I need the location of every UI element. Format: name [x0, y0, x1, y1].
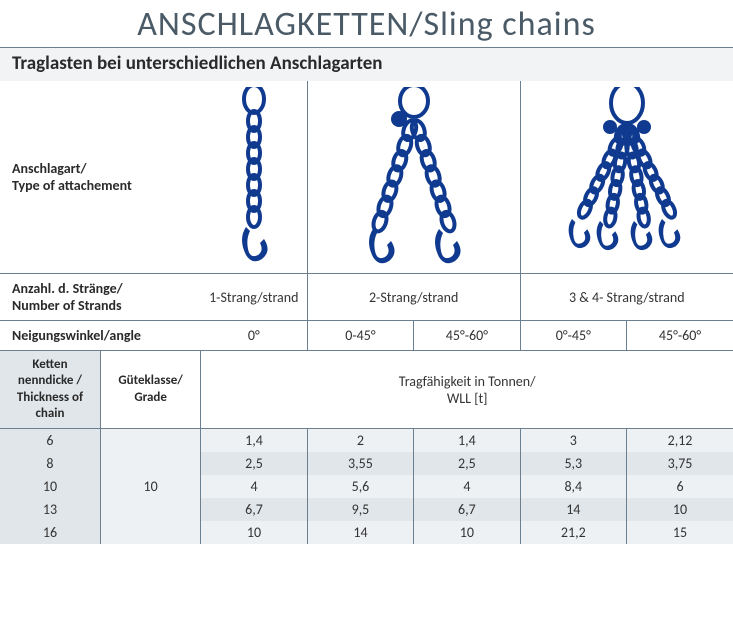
cell-wll: 14 — [520, 498, 626, 521]
col-angle-4: 45°-60° — [627, 321, 733, 351]
cell-wll: 6,7 — [201, 498, 307, 521]
col-angle-0: 0° — [201, 321, 307, 351]
cell-thickness: 8 — [0, 452, 100, 475]
cell-thickness: 13 — [0, 498, 100, 521]
cell-wll: 3,55 — [307, 452, 413, 475]
cell-wll: 2 — [307, 429, 413, 453]
cell-wll: 10 — [201, 521, 307, 544]
label-thickness: Ketten nenndicke / Thickness of chain — [0, 351, 100, 429]
col-angle-1: 0-45° — [307, 321, 413, 351]
label-strands: Anzahl. d. Stränge/ Number of Strands — [0, 274, 201, 321]
cell-wll: 6 — [627, 475, 733, 498]
label-wll: Tragfähigkeit in Tonnen/ WLL [t] — [201, 351, 733, 429]
col-strand-2: 2-Strang/strand — [307, 274, 520, 321]
cell-wll: 8,4 — [520, 475, 626, 498]
col-angle-3: 0°-45° — [520, 321, 626, 351]
cell-wll: 2,5 — [201, 452, 307, 475]
cell-wll: 1,4 — [414, 429, 520, 453]
label-attachment: Anschlagart/ Type of attachement — [0, 81, 201, 274]
cell-wll: 10 — [414, 521, 520, 544]
cell-wll: 3 — [520, 429, 626, 453]
cell-wll: 3,75 — [627, 452, 733, 475]
cell-wll: 4 — [414, 475, 520, 498]
chain-illustration-4leg — [520, 81, 733, 274]
cell-wll: 6,7 — [414, 498, 520, 521]
label-angle: Neigungswinkel/angle — [0, 321, 201, 351]
page-title: ANSCHLAGKETTEN/Sling chains — [0, 0, 733, 47]
col-strand-34: 3 & 4- Strang/strand — [520, 274, 733, 321]
cell-wll: 2,12 — [627, 429, 733, 453]
label-grade: Güteklasse/ Grade — [100, 351, 200, 429]
col-angle-2: 45°-60° — [414, 321, 520, 351]
cell-thickness: 6 — [0, 429, 100, 453]
cell-wll: 14 — [307, 521, 413, 544]
cell-wll: 15 — [627, 521, 733, 544]
cell-wll: 5,6 — [307, 475, 413, 498]
cell-grade: 10 — [100, 429, 200, 545]
sling-chain-table: Anschlagart/ Type of attachement — [0, 81, 733, 544]
cell-wll: 1,4 — [201, 429, 307, 453]
cell-wll: 5,3 — [520, 452, 626, 475]
page-subtitle: Traglasten bei unterschiedlichen Anschla… — [0, 47, 733, 81]
cell-wll: 21,2 — [520, 521, 626, 544]
chain-illustration-1leg — [201, 81, 307, 274]
cell-thickness: 10 — [0, 475, 100, 498]
chain-illustration-2leg — [307, 81, 520, 274]
cell-wll: 10 — [627, 498, 733, 521]
cell-thickness: 16 — [0, 521, 100, 544]
cell-wll: 4 — [201, 475, 307, 498]
cell-wll: 9,5 — [307, 498, 413, 521]
cell-wll: 2,5 — [414, 452, 520, 475]
col-strand-1: 1-Strang/strand — [201, 274, 307, 321]
